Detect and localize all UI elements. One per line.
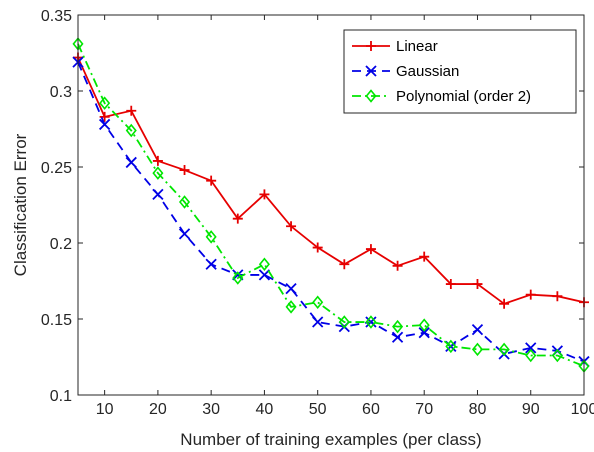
legend-item: Gaussian [352,63,459,80]
data-point [206,175,217,186]
data-point [525,289,536,300]
x-tick-label: 90 [522,401,540,418]
y-tick-label: 0.1 [50,388,72,405]
data-point [152,155,163,166]
legend-item: Linear [352,38,438,55]
y-tick-label: 0.3 [50,84,72,101]
axes-box [77,14,585,396]
x-tick-label: 20 [149,401,167,418]
y-tick-label: 0.25 [41,160,72,177]
ticks-layer: 10 20 30 40 50 60 70 80 90 100 0.1 0.15 0.2 0.25 0.3 0.… [41,8,594,418]
legend-item: Polynomial (order 2) [352,88,531,105]
data-point [552,291,563,302]
data-point [471,324,484,336]
legend-marker [366,41,376,51]
data-point [286,221,297,232]
data-point [472,279,483,290]
data-point [498,342,510,357]
data-point [312,242,323,253]
x-tick-label: 40 [256,401,274,418]
data-point [392,319,404,334]
data-point [126,105,137,116]
data-point [471,342,484,357]
x-tick-label: 70 [415,401,433,418]
data-point [365,316,377,328]
data-point [258,269,271,281]
y-tick-label: 0.15 [41,312,72,329]
legend-label: Linear [396,38,438,55]
x-tick-label: 60 [362,401,380,418]
axes-layer [77,14,585,396]
legend-label: Polynomial (order 2) [396,88,531,105]
data-point [99,111,110,122]
data-point [445,339,457,354]
data-point [98,118,111,131]
data-point [178,228,191,240]
y-tick-label: 0.35 [41,8,72,25]
data-point [285,282,297,295]
x-tick-label: 10 [96,401,114,418]
legend-marker [365,89,377,103]
series-line [77,57,585,305]
data-point [525,342,537,354]
data-point [445,279,456,290]
data-point [205,230,217,244]
legend-label: Gaussian [396,63,459,80]
data-point [152,188,164,200]
data-point [152,166,164,180]
data-point [259,189,270,200]
data-point [525,348,537,363]
y-axis-title: Classification Error [11,133,30,276]
data-point [312,316,324,328]
x-tick-label: 100 [571,401,594,418]
data-point [392,260,403,271]
data-point [232,213,243,224]
data-point [258,257,270,272]
legend-marker [365,65,377,77]
data-point [232,271,244,285]
data-point [205,258,217,270]
data-point [125,123,137,138]
data-point [339,259,350,270]
data-point [178,195,191,209]
data-point [365,244,376,255]
data-point [391,331,404,343]
data-point [125,156,137,169]
series-layer [72,37,590,373]
data-point [179,165,190,176]
data-point [499,298,510,309]
data-point [418,327,430,339]
data-point [99,96,111,110]
data-point [551,348,563,363]
data-point [418,318,430,332]
x-tick-label: 50 [309,401,327,418]
legend: Linear Gaussian Polynomial (order 2) [343,29,577,114]
x-tick-label: 30 [202,401,220,418]
data-point [312,295,324,310]
data-point [285,300,297,314]
data-point [419,251,430,262]
x-tick-label: 80 [469,401,487,418]
y-tick-label: 0.2 [50,236,72,253]
data-point [365,315,377,329]
data-point [338,315,350,329]
x-axis-title: Number of training examples (per class) [180,430,481,449]
